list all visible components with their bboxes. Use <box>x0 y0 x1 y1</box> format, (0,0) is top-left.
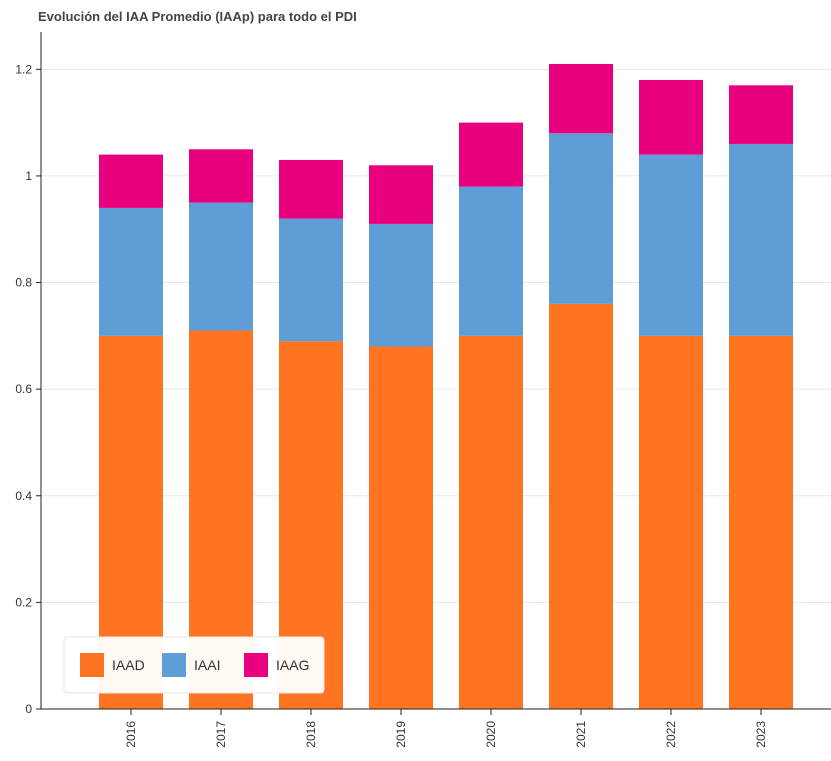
bar-iaai-2019[interactable] <box>369 223 433 347</box>
bar-iaai-2022[interactable] <box>639 154 703 336</box>
legend: IAAD IAAI IAAG <box>63 636 325 694</box>
bar-iaad-2021[interactable] <box>549 303 613 709</box>
bar-iaai-2017[interactable] <box>189 202 253 331</box>
legend-swatch-iaad[interactable] <box>80 653 104 677</box>
bar-iaag-2021[interactable] <box>549 63 613 134</box>
bar-iaag-2019[interactable] <box>369 165 433 224</box>
bar-iaad-2019[interactable] <box>369 346 433 709</box>
chart-title: Evolución del IAA Promedio (IAAp) para t… <box>38 9 357 24</box>
legend-label-iaag[interactable]: IAAG <box>276 657 309 673</box>
x-tick-label: 2017 <box>214 721 228 748</box>
y-tick-label: 0.4 <box>15 489 32 503</box>
bar-iaag-2018[interactable] <box>279 159 343 219</box>
bar-iaag-2016[interactable] <box>99 154 163 208</box>
legend-swatch-iaai[interactable] <box>162 653 186 677</box>
y-tick-label: 0 <box>25 702 32 716</box>
x-tick-label: 2022 <box>664 721 678 748</box>
x-tick-label: 2019 <box>394 721 408 748</box>
y-tick-label: 0.6 <box>15 382 32 396</box>
x-tick-label: 2016 <box>124 721 138 748</box>
x-tick-label: 2021 <box>574 721 588 748</box>
bar-iaad-2020[interactable] <box>459 335 523 709</box>
bar-iaad-2022[interactable] <box>639 335 703 709</box>
x-tick-label: 2023 <box>754 721 768 748</box>
x-tick-label: 2020 <box>484 721 498 748</box>
bar-iaai-2016[interactable] <box>99 207 163 336</box>
x-tick-label: 2018 <box>304 721 318 748</box>
bar-iaag-2017[interactable] <box>189 149 253 203</box>
bar-iaag-2020[interactable] <box>459 122 523 187</box>
legend-box <box>63 636 325 694</box>
bar-iaag-2023[interactable] <box>729 85 793 144</box>
bar-iaag-2022[interactable] <box>639 79 703 155</box>
y-tick-label: 1.2 <box>15 62 32 76</box>
bar-iaai-2023[interactable] <box>729 143 793 336</box>
bar-iaai-2018[interactable] <box>279 218 343 342</box>
y-tick-label: 1 <box>25 169 32 183</box>
y-tick-label: 0.8 <box>15 276 32 290</box>
legend-label-iaai[interactable]: IAAI <box>194 657 220 673</box>
bar-iaai-2020[interactable] <box>459 186 523 336</box>
bar-iaad-2023[interactable] <box>729 335 793 709</box>
legend-swatch-iaag[interactable] <box>244 653 268 677</box>
bar-iaai-2021[interactable] <box>549 133 613 304</box>
legend-label-iaad[interactable]: IAAD <box>112 657 145 673</box>
y-tick-label: 0.2 <box>15 595 32 609</box>
